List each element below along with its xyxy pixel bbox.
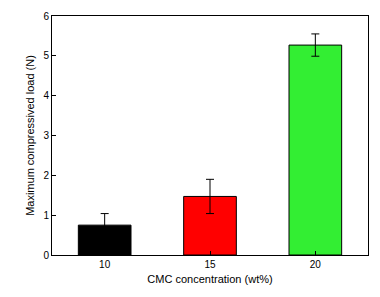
svg-text:2: 2 [43, 170, 49, 181]
svg-text:20: 20 [310, 259, 322, 270]
svg-text:CMC concentration (wt%): CMC concentration (wt%) [147, 273, 272, 285]
svg-text:5: 5 [43, 50, 49, 61]
svg-text:Maximum compressived load (N): Maximum compressived load (N) [24, 55, 36, 216]
svg-text:1: 1 [43, 210, 49, 221]
svg-text:10: 10 [99, 259, 111, 270]
svg-text:6: 6 [43, 11, 49, 22]
svg-text:4: 4 [43, 90, 49, 101]
svg-text:15: 15 [204, 259, 216, 270]
svg-text:3: 3 [43, 130, 49, 141]
svg-text:0: 0 [43, 250, 49, 261]
